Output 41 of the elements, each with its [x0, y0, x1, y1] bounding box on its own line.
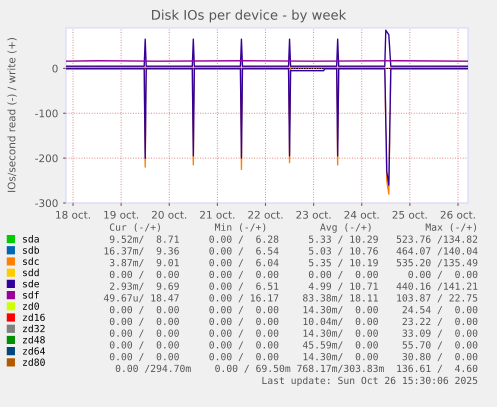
x-tick-label: 19 oct. [104, 210, 138, 219]
text: 16.37m/ 9.36 0.00 / 6.54 5.03 / 10.76 464.07 /140.04 [104, 247, 478, 256]
legend-label: sdc [23, 257, 39, 265]
legend-label: sda [23, 235, 39, 243]
y-tick-label: 0 [52, 64, 58, 72]
text: Cur (-/+) Min (-/+) Avg (-/+) Max (-/+) [110, 223, 476, 233]
legend-label: zd0 [23, 302, 39, 310]
text: Last update: Sun Oct 26 15:30:06 2025 [262, 376, 478, 386]
legend-label: sdb [23, 246, 40, 254]
text: 49.67u/ 18.47 0.00 / 16.17 83.38m/ 18.11 103.87 / 22.75 [104, 294, 478, 302]
y-tick-label: -300 [35, 199, 58, 208]
legend-label: sdd [23, 268, 39, 276]
x-tick-label: 18 oct. [56, 210, 90, 219]
y-tick-label: -200 [35, 154, 58, 162]
legend-label: sde [23, 280, 40, 288]
legend-label: zd64 [23, 347, 45, 355]
x-tick-label: 24 oct. [344, 210, 379, 219]
text: 0.00 / 0.00 0.00 / 0.00 10.04m/ 0.00 23.22 / 0.00 [110, 318, 478, 326]
x-tick-label: 25 oct. [392, 210, 427, 219]
text: 0.00 /294.70m 0.00 / 69.50m 768.17m/303.83m 136.61 / 4.60 [116, 364, 478, 373]
x-tick-label: 23 oct. [296, 210, 331, 219]
legend-label: zd80 [23, 358, 45, 366]
y-tick-label: -100 [35, 109, 58, 118]
x-tick-label: 22 oct. [248, 210, 282, 219]
text: 0.00 / 0.00 0.00 / 0.00 0.00 / 0.00 0.00 / 0.00 [110, 270, 478, 279]
legend-label: zd16 [23, 314, 45, 322]
legend-label: zd32 [23, 324, 45, 332]
text: 0.00 / 0.00 0.00 / 0.00 14.30m/ 0.00 30.80 / 0.00 [110, 352, 478, 362]
y-axis-title: IOs/second read (-) / write (+) [7, 38, 17, 192]
text: 0.00 / 0.00 0.00 / 0.00 14.30m/ 0.00 33.09 / 0.00 [110, 329, 478, 338]
legend-label: sdf [23, 291, 39, 299]
chart-title: Disk IOs per device - by week [152, 10, 346, 22]
legend-label: zd48 [23, 336, 45, 344]
text: 0.00 / 0.00 0.00 / 0.00 14.30m/ 0.00 24.54 / 0.00 [110, 306, 478, 314]
x-tick-label: 20 oct. [152, 210, 186, 219]
x-tick-label: 26 oct. [440, 210, 475, 219]
text: 0.00 / 0.00 0.00 / 0.00 45.59m/ 0.00 55.70 / 0.00 [110, 341, 478, 350]
text: 2.93m/ 9.69 0.00 / 6.51 4.99 / 10.71 440.16 /141.21 [110, 282, 478, 291]
text: 3.87m/ 9.01 0.00 / 6.04 5.35 / 10.19 535.20 /135.49 [110, 258, 478, 268]
text: 9.52m/ 8.71 0.00 / 6.28 5.33 / 10.29 523.76 /134.82 [110, 235, 478, 244]
x-tick-label: 21 oct. [200, 210, 234, 219]
